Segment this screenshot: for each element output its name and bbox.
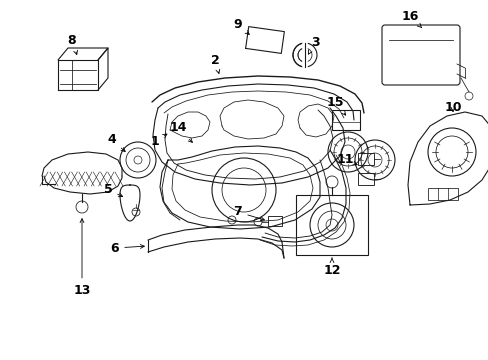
Bar [331, 110, 359, 130]
Text: 12: 12 [323, 258, 340, 276]
Bar [357, 153, 373, 165]
Text: 16: 16 [401, 9, 421, 27]
Text: 1: 1 [150, 134, 166, 148]
Text: 7: 7 [233, 206, 264, 221]
Text: 2: 2 [210, 54, 219, 73]
Bar [427, 188, 457, 200]
Text: 14: 14 [169, 121, 192, 142]
Text: 9: 9 [233, 18, 249, 35]
Text: 11: 11 [336, 153, 356, 166]
Bar [357, 173, 373, 185]
Text: 10: 10 [443, 102, 461, 114]
Text: 4: 4 [107, 134, 125, 152]
Text: 6: 6 [110, 242, 144, 255]
Bar [295, 195, 367, 255]
Text: 3: 3 [308, 36, 319, 54]
Text: 5: 5 [103, 184, 122, 197]
Text: 15: 15 [325, 95, 345, 115]
Bar [267, 216, 282, 226]
Text: 13: 13 [73, 219, 90, 297]
Text: 8: 8 [67, 33, 77, 54]
